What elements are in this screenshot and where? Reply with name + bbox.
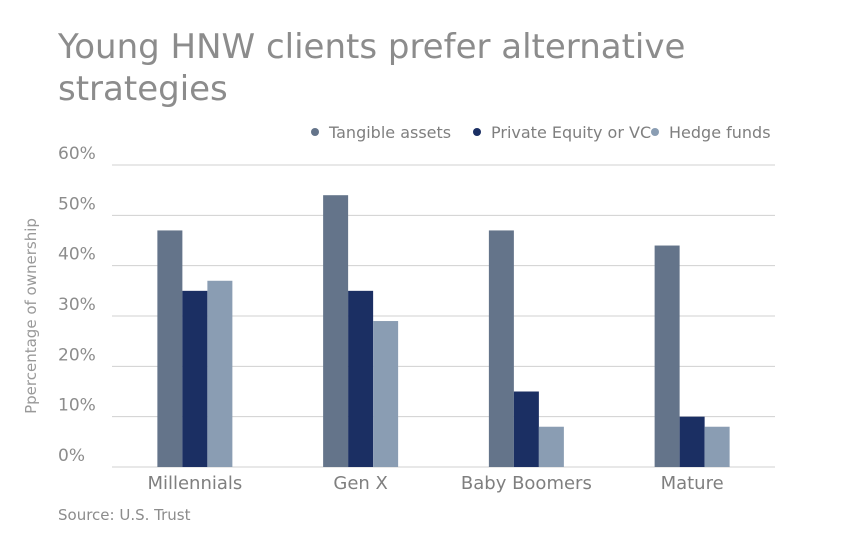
bar	[654, 245, 680, 467]
bar	[704, 426, 730, 467]
y-tick-label: 10%	[58, 396, 96, 416]
legend-label: Hedge funds	[669, 123, 771, 142]
x-category-label: Millennials	[147, 473, 242, 494]
legend-marker	[473, 128, 481, 136]
y-tick-label: 40%	[58, 245, 96, 265]
y-axis-title: Ppercentage of ownership	[22, 218, 40, 414]
y-tick-label: 60%	[58, 144, 96, 164]
bar	[157, 230, 183, 467]
bar	[207, 280, 233, 467]
bar	[348, 290, 374, 467]
source-note: Source: U.S. Trust	[58, 506, 191, 524]
y-tick-label: 50%	[58, 194, 96, 214]
bar	[488, 230, 514, 467]
x-category-label: Gen X	[333, 473, 387, 494]
x-category-label: Baby Boomers	[461, 473, 592, 494]
y-tick-labels: 0% 10% 20% 30% 40% 50% 60%	[58, 144, 96, 466]
bar	[373, 321, 399, 467]
chart-title: Young HNW clients prefer alternative str…	[58, 27, 686, 109]
y-tick-label: 30%	[58, 295, 96, 315]
legend-marker	[311, 128, 319, 136]
legend-label: Private Equity or VC	[491, 123, 651, 142]
y-tick-label: 20%	[58, 345, 96, 365]
bar	[513, 391, 539, 467]
bars	[157, 195, 730, 467]
legend-label: Tangible assets	[328, 123, 451, 142]
category-labels: Millennials Gen X Baby Boomers Mature	[147, 473, 723, 494]
bar	[679, 416, 705, 467]
bar	[182, 290, 208, 467]
x-category-label: Mature	[661, 473, 724, 494]
bar	[538, 426, 564, 467]
y-tick-label: 0%	[58, 446, 85, 466]
bar	[323, 195, 349, 467]
legend-marker	[651, 128, 659, 136]
legend: Tangible assets Private Equity or VC Hedge…	[311, 123, 771, 142]
